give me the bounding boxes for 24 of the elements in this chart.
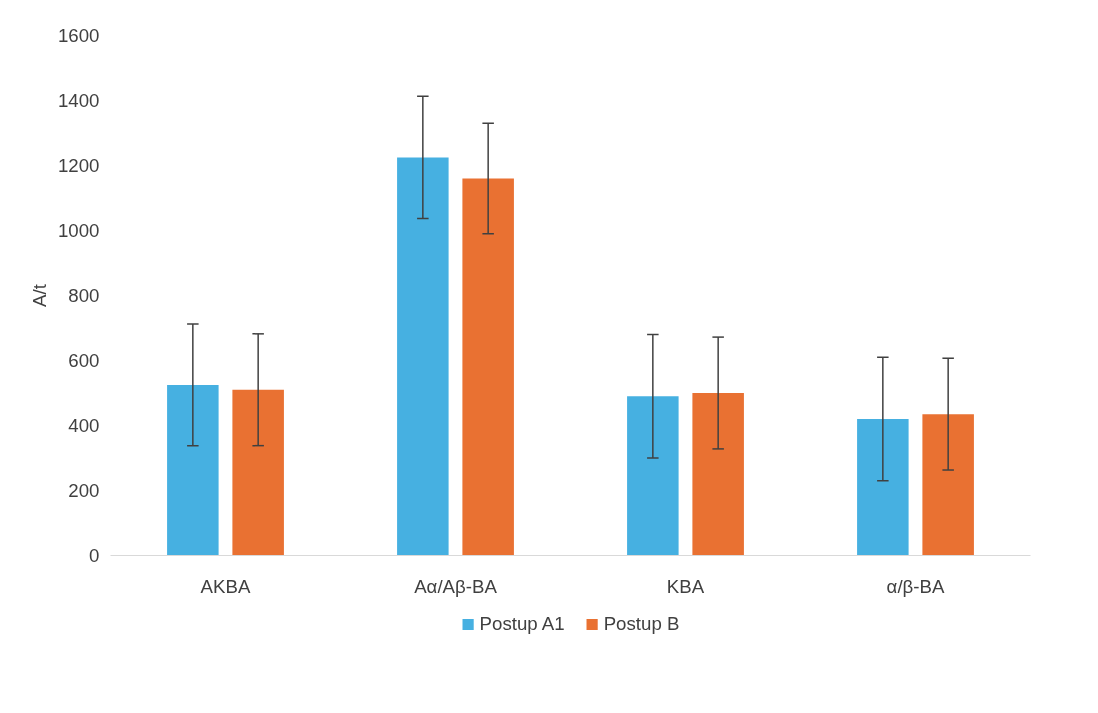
y-tick-label: 1000 [58,220,100,241]
bar [167,384,219,556]
bar [627,396,679,556]
x-tick-label: KBA [666,575,705,597]
y-tick-label: 1200 [58,155,100,176]
y-tick-label: 1400 [58,90,100,111]
y-tick-label: 1600 [58,25,100,46]
bar [462,178,514,556]
y-tick-label: 400 [68,415,100,436]
x-tick-label: AKBA [200,575,251,597]
legend-label: Postup A1 [479,613,565,635]
x-tick-label: α/β-BA [886,575,945,597]
bar [232,389,284,556]
bar [397,157,449,556]
y-tick-label: 600 [68,350,100,371]
y-tick-label: 200 [68,480,100,501]
y-axis-title: A/t [29,283,50,307]
bar [692,393,744,556]
bar [857,419,909,556]
y-tick-label: 800 [68,285,100,306]
bar [922,414,974,556]
x-tick-label: Aα/Aβ-BA [414,575,498,597]
legend-label: Postup B [603,613,680,635]
y-tick-label: 0 [89,545,100,566]
